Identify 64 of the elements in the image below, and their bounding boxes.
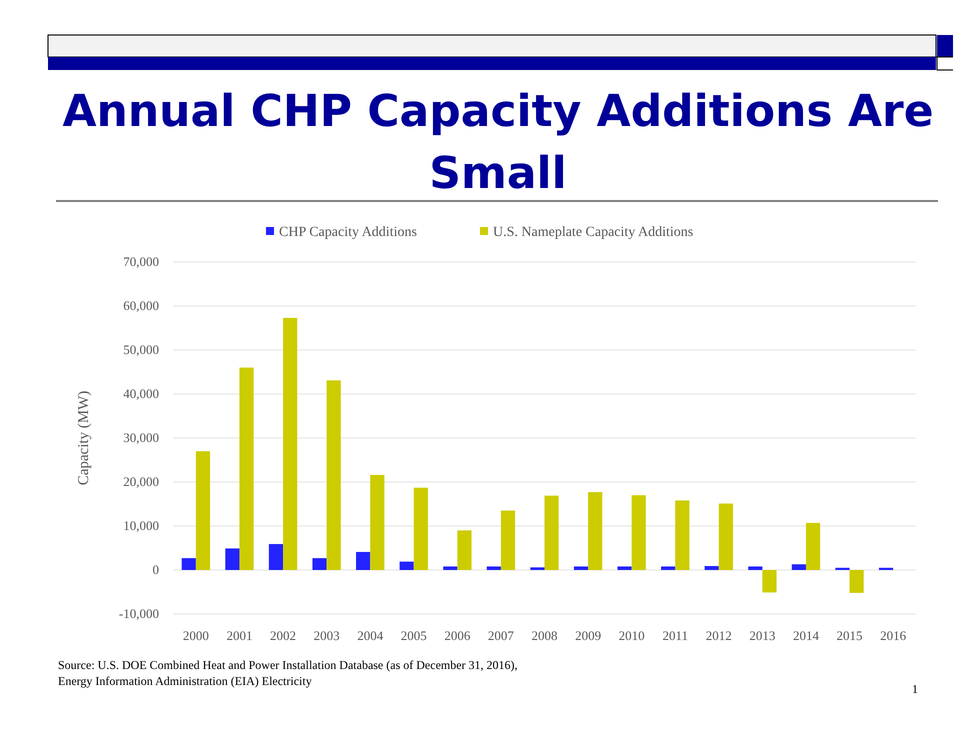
bar [400, 562, 414, 570]
legend-label: U.S. Nameplate Capacity Additions [493, 225, 694, 240]
bar [283, 318, 298, 570]
bar [530, 567, 544, 570]
x-tick-label: 2012 [706, 628, 732, 643]
legend-label: CHP Capacity Additions [279, 225, 417, 240]
x-tick-label: 2004 [357, 628, 384, 643]
y-axis-title: Capacity (MW) [76, 390, 92, 486]
source-note: Source: U.S. DOE Combined Heat and Power Installation Database (as of December 31, 2016), [58, 658, 518, 672]
x-tick-label: 2016 [880, 628, 907, 643]
x-tick-label: 2008 [532, 628, 558, 643]
bar [748, 566, 762, 570]
bar [544, 496, 559, 570]
bar [850, 570, 864, 593]
x-tick-label: 2006 [444, 628, 471, 643]
x-tick-label: 2015 [836, 628, 863, 643]
bar [806, 522, 820, 570]
text: Energy Information Administration (EIA) Electricity [58, 674, 312, 688]
bar [356, 552, 370, 570]
y-tick-label: 0 [152, 562, 159, 577]
x-tick-label: 2010 [618, 628, 645, 643]
bar [457, 530, 472, 570]
x-tick-label: 2001 [226, 628, 252, 643]
y-tick-label: 30,000 [123, 430, 159, 445]
y-tick-label: -10,000 [118, 606, 159, 621]
chart-title: Annual CHP Capacity Additions Are Small [62, 86, 934, 199]
bar [675, 500, 690, 570]
bar [182, 558, 196, 570]
bar [196, 451, 210, 570]
x-tick-label: 2007 [488, 628, 514, 643]
x-tick-label: 2014 [792, 628, 820, 643]
y-tick-label: 60,000 [123, 298, 159, 313]
bar [326, 380, 341, 570]
bar [500, 510, 516, 570]
bar [792, 564, 806, 570]
bar [617, 566, 632, 570]
x-tick-label: 2003 [314, 628, 340, 643]
x-tick-label: 2009 [575, 628, 602, 643]
bar [632, 495, 646, 570]
y-tick-label: 20,000 [123, 474, 159, 489]
bar [588, 492, 602, 570]
x-tick-label: 2005 [400, 628, 427, 643]
y-tick-label: 10,000 [123, 518, 159, 533]
bar [225, 548, 240, 570]
bar [370, 474, 384, 570]
bar [574, 566, 588, 570]
y-tick-label: 70,000 [123, 254, 159, 269]
y-tick-label: 50,000 [123, 342, 159, 357]
text: 1 [912, 682, 918, 696]
x-tick-label: 2002 [270, 628, 296, 643]
x-tick-label: 2011 [662, 628, 688, 643]
bar [414, 488, 428, 570]
bar [486, 566, 501, 570]
x-tick-label: 2000 [182, 628, 209, 643]
bar [239, 368, 254, 570]
bar [718, 504, 733, 570]
bar [762, 570, 777, 592]
y-tick-label: 40,000 [123, 386, 159, 401]
bar [704, 566, 719, 570]
bar [312, 558, 327, 570]
bar [661, 566, 676, 570]
bar [443, 566, 458, 570]
bar [268, 544, 284, 570]
x-tick-label: 2013 [749, 628, 776, 643]
